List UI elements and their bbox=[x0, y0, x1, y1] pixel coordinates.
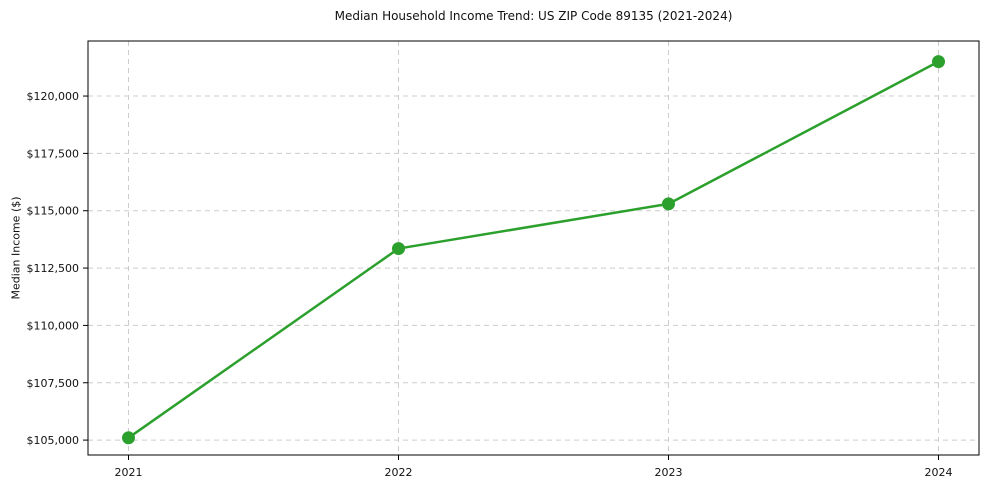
x-tick-label: 2023 bbox=[655, 466, 683, 479]
data-point bbox=[932, 55, 945, 69]
x-tick-label: 2024 bbox=[925, 466, 953, 479]
y-tick-label: $117,500 bbox=[27, 147, 80, 160]
chart-title: Median Household Income Trend: US ZIP Co… bbox=[334, 9, 733, 23]
y-tick-label: $110,000 bbox=[27, 319, 80, 332]
trend-line bbox=[127, 60, 940, 440]
y-tick-label: $120,000 bbox=[27, 90, 80, 103]
plot-border bbox=[87, 40, 980, 456]
data-point bbox=[122, 431, 135, 445]
data-point bbox=[392, 242, 405, 256]
y-tick-label: $107,500 bbox=[27, 377, 80, 390]
x-tick-label: 2022 bbox=[385, 466, 413, 479]
y-tick-label: $112,500 bbox=[27, 262, 80, 275]
data-point bbox=[662, 197, 675, 211]
y-tick-label: $115,000 bbox=[27, 205, 80, 218]
y-tick-label: $105,000 bbox=[27, 434, 80, 447]
x-tick-label: 2021 bbox=[115, 466, 143, 479]
